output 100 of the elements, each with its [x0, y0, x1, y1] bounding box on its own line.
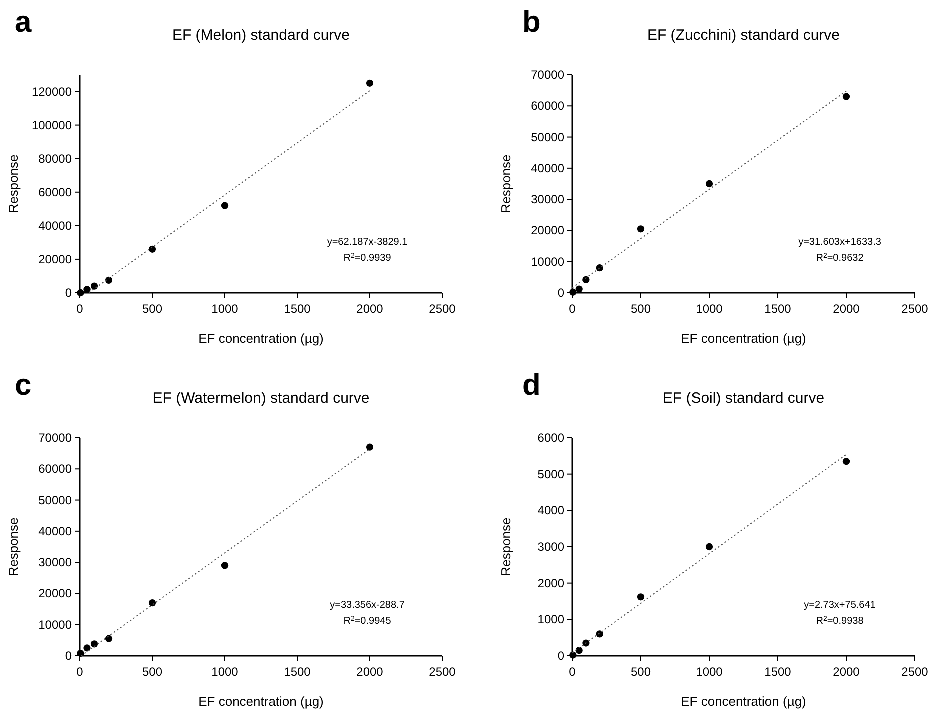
- y-tick-label: 20000: [531, 224, 565, 238]
- point: [221, 562, 229, 570]
- point: [596, 630, 604, 638]
- x-tick-label: 500: [142, 302, 163, 316]
- y-tick-label: 0: [558, 649, 565, 663]
- x-tick-label: 1500: [764, 302, 792, 316]
- y-tick-label: 40000: [38, 218, 72, 233]
- x-tick-label: 1500: [284, 665, 312, 679]
- y-tick-label: 3000: [538, 540, 565, 554]
- x-tick-label: 2500: [429, 665, 456, 679]
- y-tick-label: 0: [65, 286, 72, 300]
- point: [77, 650, 84, 658]
- x-tick-label: 0: [569, 665, 576, 679]
- text: d: [522, 369, 541, 402]
- x-tick-label: 1000: [696, 665, 724, 679]
- y-axis-title: Response: [6, 154, 21, 214]
- y-tick-label: 5000: [538, 467, 565, 482]
- point: [148, 599, 156, 607]
- annotation: R$^{2}$=0.9938: [816, 616, 864, 627]
- y-tick-label: 0: [558, 286, 565, 300]
- point: [582, 276, 590, 284]
- y-tick-label: 60000: [38, 462, 72, 476]
- x-tick-label: 2500: [902, 665, 929, 679]
- point: [570, 288, 577, 296]
- y-tick-label: 2000: [538, 576, 565, 590]
- annotation: y=2.73x+75.641: [804, 600, 876, 611]
- annotation: R$^{2}$=0.9939: [344, 252, 392, 264]
- point: [637, 226, 645, 233]
- text: b: [522, 6, 541, 39]
- point: [366, 80, 374, 87]
- x-tick-label: 1500: [764, 665, 792, 679]
- text: a: [15, 6, 32, 39]
- point: [570, 652, 577, 659]
- x-tick-label: 1000: [212, 302, 239, 316]
- y-tick-label: 4000: [538, 504, 565, 518]
- text: c: [15, 369, 32, 402]
- point: [576, 286, 583, 293]
- x-axis-title: EF concentration (µg): [198, 331, 324, 346]
- x-tick-label: 1000: [212, 665, 239, 679]
- y-tick-label: 30000: [38, 556, 72, 570]
- x-tick-label: 2000: [833, 665, 860, 679]
- x-tick-label: 500: [630, 665, 652, 679]
- point: [842, 93, 850, 100]
- y-tick-label: 20000: [38, 586, 72, 601]
- y-axis-title: Response: [498, 154, 514, 214]
- chart-title: EF (Melon) standard curve: [172, 27, 350, 44]
- y-tick-label: 70000: [531, 68, 565, 82]
- y-tick-label: 10000: [38, 618, 72, 632]
- y-tick-label: 50000: [531, 130, 565, 144]
- point: [706, 543, 714, 551]
- x-axis-title: EF concentration (µg): [198, 694, 324, 709]
- y-tick-label: 70000: [38, 431, 72, 445]
- x-tick-label: 1500: [284, 302, 312, 316]
- point: [842, 458, 850, 466]
- annotation: R$^{2}$=0.9632: [816, 252, 864, 264]
- y-tick-label: 0: [65, 649, 72, 663]
- y-tick-label: 60000: [38, 185, 72, 200]
- chart-title: EF (Zucchini) standard curve: [647, 27, 840, 44]
- annotation: y=31.603x+1633.3: [798, 237, 882, 248]
- y-tick-label: 100000: [32, 118, 72, 132]
- y-tick-label: 30000: [531, 192, 565, 207]
- x-axis-title: EF concentration (µg): [681, 331, 806, 346]
- point: [576, 646, 583, 654]
- x-tick-label: 0: [569, 302, 576, 316]
- x-tick-label: 500: [142, 665, 163, 679]
- x-tick-label: 500: [630, 302, 652, 316]
- y-tick-label: 40000: [38, 524, 72, 538]
- y-tick-label: 120000: [32, 84, 72, 99]
- x-tick-label: 0: [76, 665, 84, 679]
- point: [105, 276, 113, 284]
- x-axis-title: EF concentration (µg): [681, 694, 806, 709]
- point: [637, 594, 645, 601]
- chart-title: EF (Watermelon) standard curve: [152, 390, 370, 407]
- point: [90, 282, 98, 290]
- y-tick-label: 1000: [538, 612, 565, 627]
- x-tick-label: 2000: [833, 302, 860, 316]
- y-axis-title: Response: [498, 518, 514, 576]
- x-tick-label: 2000: [356, 302, 384, 316]
- annotation: y=33.356x-288.7: [330, 600, 406, 611]
- y-tick-label: 20000: [38, 252, 72, 266]
- point: [596, 264, 604, 272]
- y-tick-label: 6000: [538, 431, 565, 445]
- annotation: y=62.187x-3829.1: [327, 237, 408, 248]
- y-tick-label: 60000: [531, 99, 565, 114]
- y-tick-label: 10000: [531, 254, 565, 269]
- point: [84, 644, 91, 652]
- x-tick-label: 2500: [429, 302, 456, 316]
- y-tick-label: 50000: [38, 493, 72, 508]
- point: [706, 180, 714, 188]
- point: [582, 640, 590, 647]
- point: [105, 635, 113, 642]
- point: [366, 444, 374, 451]
- point: [84, 286, 91, 294]
- x-tick-label: 1000: [696, 302, 724, 316]
- y-tick-label: 80000: [38, 152, 72, 166]
- point: [221, 202, 229, 210]
- annotation: R$^{2}$=0.9945: [344, 616, 392, 627]
- point: [148, 246, 156, 253]
- y-axis-title: Response: [6, 518, 21, 576]
- y-tick-label: 40000: [531, 161, 565, 176]
